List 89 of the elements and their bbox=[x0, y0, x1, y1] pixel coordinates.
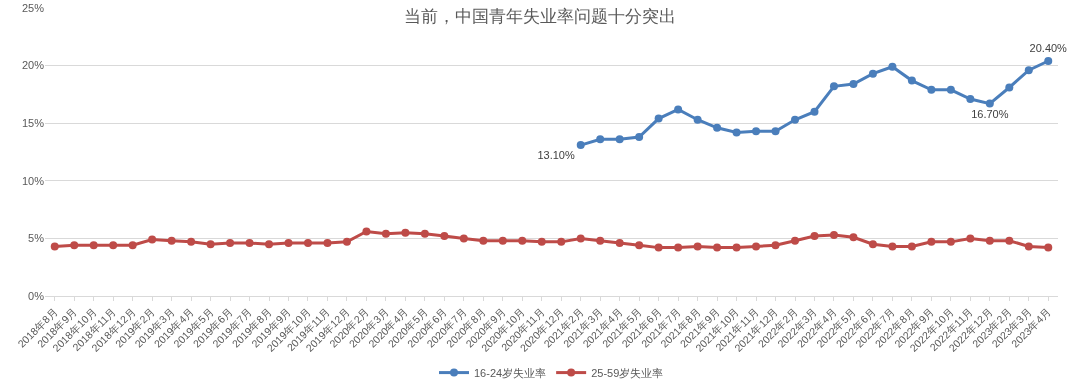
point bbox=[342, 237, 351, 246]
y-tick-label: 10% bbox=[21, 174, 45, 187]
point bbox=[128, 241, 137, 250]
point bbox=[771, 127, 780, 136]
point bbox=[576, 234, 585, 243]
point bbox=[420, 229, 429, 238]
point bbox=[654, 114, 663, 123]
point bbox=[109, 241, 118, 250]
point bbox=[596, 236, 605, 245]
y-tick-label: 20% bbox=[21, 59, 45, 72]
point bbox=[868, 240, 877, 249]
point bbox=[693, 115, 702, 124]
point bbox=[849, 233, 858, 242]
point bbox=[674, 105, 683, 114]
point bbox=[70, 241, 79, 250]
point bbox=[381, 229, 390, 238]
point bbox=[187, 237, 196, 246]
point bbox=[946, 237, 955, 246]
point bbox=[440, 232, 449, 241]
point bbox=[498, 236, 507, 245]
point bbox=[946, 85, 955, 94]
point bbox=[615, 239, 624, 248]
point bbox=[654, 243, 663, 252]
point bbox=[284, 239, 293, 248]
point bbox=[966, 234, 975, 243]
point bbox=[868, 69, 877, 78]
y-tick-label: 25% bbox=[21, 1, 45, 14]
y-tick-label: 5% bbox=[28, 232, 45, 245]
point bbox=[907, 242, 916, 251]
point bbox=[907, 76, 916, 85]
point bbox=[1005, 236, 1014, 245]
point bbox=[985, 236, 994, 245]
point bbox=[1044, 243, 1053, 252]
point bbox=[1005, 83, 1014, 92]
point bbox=[557, 237, 566, 246]
point bbox=[713, 123, 722, 132]
point bbox=[829, 82, 838, 91]
point bbox=[810, 232, 819, 241]
point bbox=[148, 235, 157, 244]
point bbox=[810, 107, 819, 116]
legend-label: 16-24岁失业率 bbox=[474, 366, 547, 379]
point bbox=[323, 239, 332, 248]
chart-title: 当前，中国青年失业率问题十分突出 bbox=[404, 6, 676, 26]
point bbox=[615, 135, 624, 144]
point bbox=[226, 239, 235, 248]
point bbox=[576, 141, 585, 150]
point bbox=[732, 243, 741, 252]
point bbox=[537, 237, 546, 246]
point bbox=[732, 128, 741, 137]
y-tick-label: 0% bbox=[28, 289, 45, 302]
point bbox=[1044, 56, 1053, 65]
point bbox=[752, 127, 761, 136]
point bbox=[50, 242, 59, 251]
point bbox=[303, 239, 312, 248]
data-label: 20.40% bbox=[1029, 42, 1068, 55]
point bbox=[362, 227, 371, 236]
point bbox=[927, 85, 936, 94]
point bbox=[966, 95, 975, 104]
point bbox=[635, 241, 644, 250]
point bbox=[888, 62, 897, 71]
point bbox=[245, 239, 254, 248]
point bbox=[771, 241, 780, 250]
data-label: 13.10% bbox=[537, 149, 575, 162]
point bbox=[674, 243, 683, 252]
y-tick-label: 15% bbox=[21, 117, 45, 130]
point bbox=[518, 236, 527, 245]
point bbox=[713, 243, 722, 252]
point bbox=[459, 234, 468, 243]
point bbox=[89, 241, 98, 250]
point bbox=[635, 133, 644, 142]
point bbox=[927, 237, 936, 246]
point bbox=[752, 242, 761, 251]
point bbox=[479, 236, 488, 245]
point bbox=[265, 240, 274, 249]
legend-label: 25-59岁失业率 bbox=[591, 366, 664, 379]
point bbox=[985, 99, 994, 108]
point bbox=[849, 80, 858, 89]
point bbox=[206, 240, 215, 249]
point bbox=[1024, 242, 1033, 251]
point bbox=[791, 115, 800, 124]
point bbox=[401, 228, 410, 237]
data-label: 16.70% bbox=[971, 107, 1009, 120]
point bbox=[596, 135, 605, 144]
point bbox=[1024, 66, 1033, 75]
point bbox=[693, 242, 702, 251]
point bbox=[167, 236, 176, 245]
point bbox=[888, 242, 897, 251]
point bbox=[829, 230, 838, 239]
point bbox=[791, 236, 800, 245]
